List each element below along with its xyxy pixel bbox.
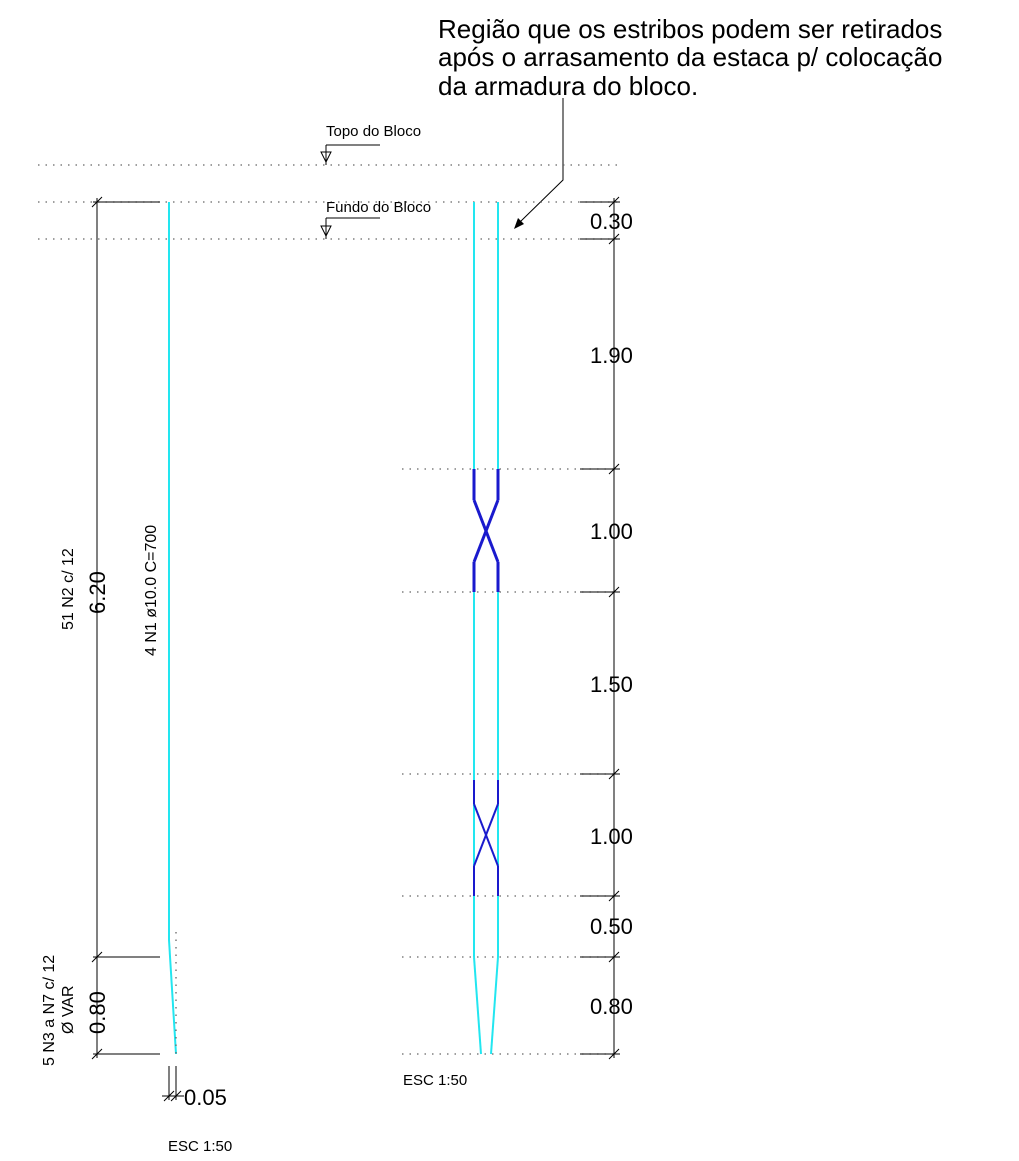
bottom-of-block-label: Fundo do Bloco: [326, 199, 431, 216]
dim-1-90: 1.90: [590, 343, 633, 368]
right-rebar: [473, 202, 499, 1055]
annotation-leader: [514, 98, 564, 229]
top-of-block-label: Topo do Bloco: [326, 123, 421, 140]
dim-0-50: 0.50: [590, 914, 633, 939]
longitudinal-bar: [168, 202, 177, 1055]
dim-0-80: 0.80: [590, 994, 633, 1019]
left-dimension-line: [91, 196, 160, 1060]
left-scale-label: ESC 1:50: [168, 1138, 232, 1155]
bottom-of-block-marker-icon: [320, 217, 380, 239]
tip-length-dim: 0.80: [85, 991, 110, 1034]
longitudinal-bar-label: 4 N1 ø10.0 C=700: [143, 525, 160, 656]
annotation-line-3: da armadura do bloco.: [438, 71, 698, 101]
dim-1-50: 1.50: [590, 672, 633, 697]
tip-stirrups-diameter: Ø VAR: [60, 985, 77, 1034]
dim-1-00-second: 1.00: [590, 824, 633, 849]
right-scale-label: ESC 1:50: [403, 1072, 467, 1089]
offset-dim: 0.05: [184, 1085, 227, 1110]
offset-dimension: [162, 1066, 184, 1102]
annotation-line-1: Região que os estribos podem ser retirad…: [438, 14, 942, 44]
dim-1-00-first: 1.00: [590, 519, 633, 544]
tip-stirrups-label: 5 N3 a N7 c/ 12: [41, 955, 58, 1066]
stirrups-label: 51 N2 c/ 12: [60, 548, 77, 630]
splice-2: [473, 780, 499, 896]
top-of-block-marker-icon: [320, 144, 380, 165]
total-length-dim: 6.20: [85, 571, 110, 614]
dim-0-30: 0.30: [590, 209, 633, 234]
annotation-line-2: após o arrasamento da estaca p/ colocaçã…: [438, 42, 942, 72]
right-dimension-line: [580, 196, 620, 1060]
splice-1: [472, 469, 500, 592]
